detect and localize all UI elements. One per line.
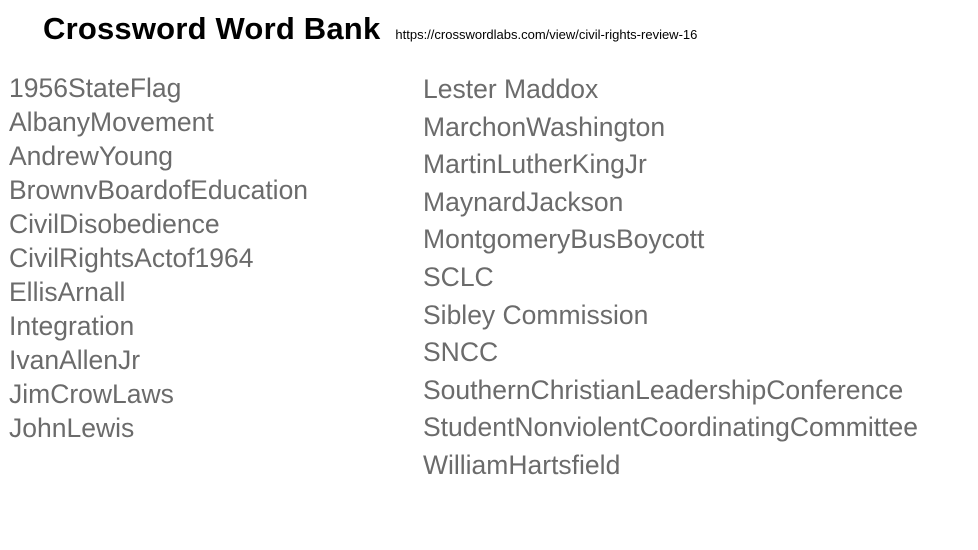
word-bank-item: MarchonWashington <box>423 111 666 142</box>
word-bank-item: IvanAllenJr <box>9 345 141 375</box>
word-bank-item: CivilRightsActof1964 <box>9 243 254 273</box>
word-bank-item: WilliamHartsfield <box>423 449 621 480</box>
word-bank-item: Sibley Commission <box>423 299 649 330</box>
word-bank-item: BrownvBoardofEducation <box>9 175 309 205</box>
word-bank-item: SCLC <box>423 261 494 292</box>
word-bank-item: 1956StateFlag <box>9 73 182 103</box>
word-bank-item: JimCrowLaws <box>9 379 174 409</box>
word-bank-column-right: Lester Maddox MarchonWashington MartinLuth… <box>423 71 918 485</box>
word-bank-item: SouthernChristianLeadershipConference <box>423 374 904 405</box>
word-bank-item: JohnLewis <box>9 413 135 443</box>
page-url: https://crosswordlabs.com/view/civil-rig… <box>395 27 698 42</box>
header: Crossword Word Bank https://crosswordlab… <box>43 11 697 47</box>
word-bank-item: MartinLutherKingJr <box>423 149 647 180</box>
word-bank-item: StudentNonviolentCoordinatingCommittee <box>423 412 918 443</box>
page-title: Crossword Word Bank <box>43 11 381 46</box>
word-bank-item: AndrewYoung <box>9 141 174 171</box>
word-bank-item: EllisArnall <box>9 277 126 307</box>
word-bank-item: MaynardJackson <box>423 186 624 217</box>
word-bank-item: CivilDisobedience <box>9 209 220 239</box>
word-bank-item: MontgomeryBusBoycott <box>423 224 705 255</box>
word-bank-item: AlbanyMovement <box>9 107 214 137</box>
word-bank-item: SNCC <box>423 337 499 368</box>
word-bank-column-left: 1956StateFlag AlbanyMovement AndrewYoung Br… <box>9 71 308 445</box>
word-bank-item: Lester Maddox <box>423 74 599 104</box>
word-bank-item: Integration <box>9 311 135 341</box>
